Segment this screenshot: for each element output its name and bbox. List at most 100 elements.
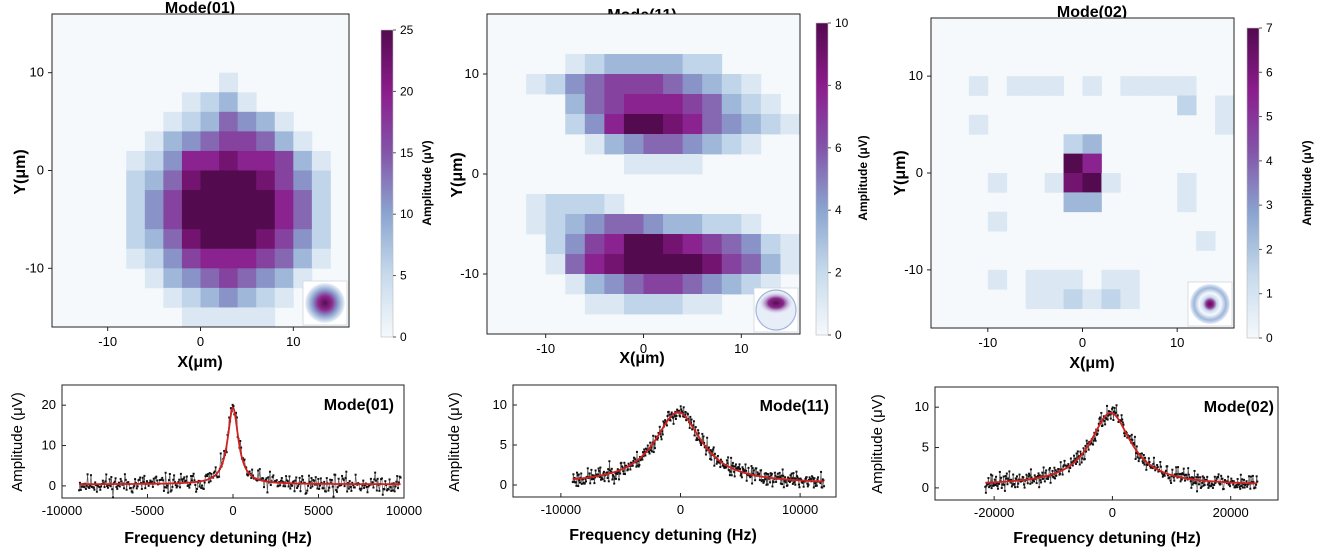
heatmap-cell <box>311 150 331 171</box>
heatmap-cell <box>1082 153 1102 174</box>
data-point <box>1122 423 1125 426</box>
data-point <box>374 471 377 474</box>
data-point <box>1246 485 1249 488</box>
data-point <box>204 475 207 478</box>
data-point <box>641 458 644 461</box>
data-point <box>120 480 123 483</box>
data-point <box>1159 461 1162 464</box>
data-point <box>1145 468 1148 471</box>
data-point <box>1006 483 1009 486</box>
data-point <box>1130 433 1133 436</box>
data-point <box>1185 473 1188 476</box>
data-point <box>823 485 826 488</box>
data-point <box>745 479 748 482</box>
data-point <box>138 478 141 481</box>
heatmap-cell <box>274 111 294 132</box>
data-point <box>185 475 188 478</box>
data-point <box>263 486 266 489</box>
data-point <box>643 448 646 451</box>
spectrum-mode11: -10000 0 10000 0 5 10 Mode(11) Frequency detu… <box>446 384 837 544</box>
heatmap-cell <box>1177 173 1197 193</box>
heatmap-cell <box>237 248 257 269</box>
y-tick-label: 0 <box>916 165 923 180</box>
colorbar-tick-label: 0 <box>400 330 407 344</box>
data-point <box>650 450 653 453</box>
data-point <box>748 475 751 478</box>
heatmap-cell <box>219 268 239 289</box>
data-point <box>1190 486 1193 489</box>
data-point <box>1049 481 1052 484</box>
heatmap-cell <box>181 248 201 269</box>
heatmap-cell <box>1101 269 1121 290</box>
data-point <box>1234 486 1237 489</box>
data-point <box>1169 479 1172 482</box>
data-point <box>731 464 734 467</box>
data-point <box>264 478 267 481</box>
data-point <box>124 478 127 481</box>
data-point <box>1052 476 1055 479</box>
data-point <box>700 443 703 446</box>
data-point <box>730 474 733 477</box>
data-point <box>288 475 291 478</box>
data-point <box>1250 481 1253 484</box>
data-point <box>399 476 402 479</box>
heatmap-cell <box>1196 231 1216 251</box>
data-point <box>116 487 119 490</box>
data-point <box>1146 464 1149 467</box>
data-point <box>1062 465 1065 468</box>
heatmap-cell <box>1063 289 1083 310</box>
data-point <box>728 474 731 477</box>
data-point <box>805 476 808 479</box>
data-point <box>1078 463 1081 466</box>
data-point <box>1092 439 1095 442</box>
data-point <box>301 475 304 478</box>
data-point <box>656 436 659 439</box>
heatmap-cell <box>200 150 220 171</box>
heatmap-cell <box>1177 76 1197 96</box>
data-point <box>1199 486 1202 489</box>
heatmap-cell <box>144 229 164 250</box>
data-point <box>324 490 327 493</box>
data-point <box>611 478 614 481</box>
data-point <box>168 479 171 482</box>
heatmap-cell <box>682 274 703 295</box>
heatmap-cell <box>760 114 781 135</box>
data-point <box>676 408 679 411</box>
x-tick-label: 0 <box>1079 335 1086 350</box>
data-point <box>328 486 331 489</box>
data-point <box>995 475 998 478</box>
data-point <box>1143 463 1146 466</box>
heatmap-cell <box>643 214 664 235</box>
data-point <box>715 462 718 465</box>
heatmap-cell <box>200 92 220 113</box>
heatmap-cell <box>219 92 239 113</box>
heatmap-cell <box>1025 76 1046 96</box>
data-point <box>123 473 126 476</box>
data-point <box>1043 480 1046 483</box>
data-point <box>1107 410 1110 413</box>
data-point <box>1230 477 1233 480</box>
data-point <box>1248 475 1251 478</box>
mode-profile-circle <box>305 283 345 323</box>
data-point <box>597 467 600 470</box>
data-point <box>100 485 103 488</box>
data-point <box>756 471 759 474</box>
data-point <box>342 478 345 481</box>
data-point <box>571 481 574 484</box>
heatmap-cell <box>1063 192 1083 213</box>
data-point <box>605 471 608 474</box>
data-point <box>142 480 145 483</box>
data-point <box>584 477 587 480</box>
heatmap-cell <box>219 72 239 93</box>
data-point <box>1256 480 1259 483</box>
data-point <box>1180 473 1183 476</box>
data-point <box>719 466 722 469</box>
data-point <box>1203 476 1206 479</box>
data-point <box>184 479 187 482</box>
data-point <box>103 486 106 489</box>
data-point <box>1219 483 1222 486</box>
heatmap-cell <box>604 134 625 155</box>
data-point <box>782 486 785 489</box>
data-point <box>201 484 204 487</box>
data-point <box>984 491 987 494</box>
